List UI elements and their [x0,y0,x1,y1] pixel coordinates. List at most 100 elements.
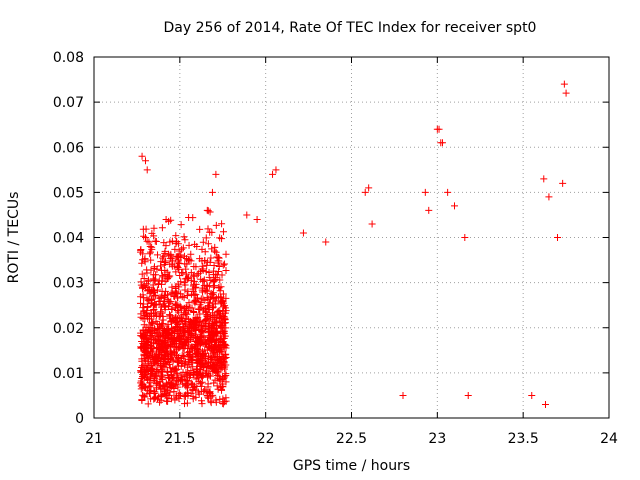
data-point [196,340,204,348]
data-point [208,337,216,345]
y-tick-label: 0.01 [53,366,84,382]
data-point [204,313,212,321]
data-point [187,379,195,387]
data-point [183,292,191,300]
data-point [157,392,165,400]
data-point [161,247,169,255]
data-point [138,152,146,160]
data-point [148,286,156,294]
data-point [137,299,145,307]
data-point [198,400,206,408]
data-point [201,296,209,304]
data-point [203,312,211,320]
data-point [177,336,185,344]
data-point [399,391,407,399]
data-point [138,362,146,370]
data-point [190,307,198,315]
x-tick-label: 23.5 [508,431,539,447]
data-point [189,214,197,222]
data-point [164,394,172,402]
data-point [210,267,218,275]
data-point [199,262,207,270]
data-point [172,240,180,248]
axis-ticks: 21 21.5 22 22.5 23 23.5 24 0 0.01 0.02 0.03 0.04 0.0… [53,50,618,447]
data-point [146,250,154,258]
x-tick-label: 24 [600,431,618,447]
data-point [190,384,198,392]
data-point [143,367,151,375]
data-point [169,257,177,265]
data-point [137,310,145,318]
data-point [181,400,189,408]
data-point [137,385,145,393]
data-point [166,343,174,351]
data-point [173,333,181,341]
data-point [167,338,175,346]
data-point [166,364,174,372]
data-point [191,318,199,326]
data-point [205,306,213,314]
data-point [209,313,217,321]
data-point [174,302,182,310]
data-point [189,371,197,379]
data-point [138,391,146,399]
data-point [218,344,226,352]
data-point [213,371,221,379]
data-point [175,314,183,322]
data-points [137,80,570,408]
data-point [178,375,186,383]
data-point [205,388,213,396]
data-point [205,299,213,307]
data-point [206,208,214,216]
data-point [220,319,228,327]
data-point [219,328,227,336]
data-point [222,250,230,258]
data-point [152,271,160,279]
data-point [177,251,185,259]
data-point [195,305,203,313]
data-point [202,309,210,317]
data-point [140,300,148,308]
data-point [221,260,229,268]
data-point [159,316,167,324]
data-point [272,166,280,174]
data-point [142,327,150,335]
data-point [541,400,549,408]
data-point [253,215,261,223]
data-point [212,297,220,305]
data-point [160,387,168,395]
data-point [213,318,221,326]
data-point [203,373,211,381]
data-point [221,354,229,362]
data-point [177,221,185,229]
data-point [204,302,212,310]
data-point [211,275,219,283]
data-point [216,287,224,295]
data-point [217,335,225,343]
data-point [202,234,210,242]
data-point [200,282,208,290]
data-point [138,270,146,278]
data-point [144,277,152,285]
data-point [149,281,157,289]
x-tick-label: 21 [85,431,103,447]
data-point [172,366,180,374]
data-point [163,328,171,336]
data-point [206,353,214,361]
data-point [208,245,216,253]
data-point [172,337,180,345]
data-point [183,260,191,268]
data-point [198,372,206,380]
data-point [196,225,204,233]
data-point [181,339,189,347]
data-point [149,359,157,367]
data-point [177,290,185,298]
data-point [160,261,168,269]
data-point [163,397,171,405]
data-point [139,256,147,264]
data-point [150,264,158,272]
data-point [179,244,187,252]
data-point [172,313,180,321]
data-point [159,273,167,281]
data-point [197,362,205,370]
